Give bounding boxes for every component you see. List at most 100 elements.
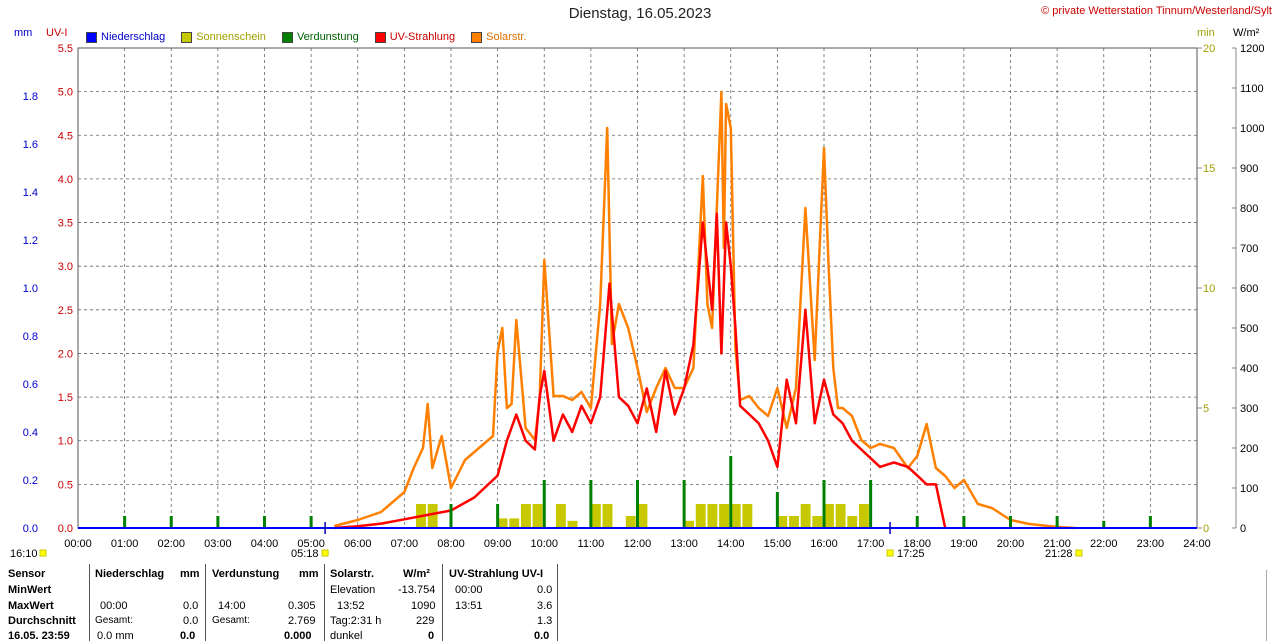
stats-solar-unit: W/m² xyxy=(403,568,430,580)
unit-wm2: W/m² xyxy=(1233,27,1260,39)
verdunstung-bar xyxy=(309,516,313,528)
x-tick-label: 22:00 xyxy=(1090,538,1118,550)
stats-solar-last: 0 xyxy=(428,630,435,642)
stats-divider xyxy=(324,564,325,641)
stats-niederschlag-sum: 0.0 xyxy=(180,630,196,642)
verdunstung-bar xyxy=(1102,520,1106,528)
sunshine-bar xyxy=(625,516,636,528)
legend-item-sonnenschein: Sonnenschein xyxy=(181,31,266,43)
x-tick-label: 21:00 xyxy=(1043,538,1071,550)
x-tick-label: 23:00 xyxy=(1137,538,1165,550)
verdunstung-bar xyxy=(1148,516,1152,528)
stats-uv-min-time: 00:00 xyxy=(455,584,483,596)
y-tick-label-min: 5 xyxy=(1203,403,1209,415)
sun-event-icon xyxy=(1075,549,1083,557)
y-tick-label-mm: 0.0 xyxy=(23,523,38,535)
sunrise-marker: 05:18 xyxy=(291,548,319,560)
stats-table: Sensor MinWert MaxWert Durchschnitt 16.0… xyxy=(0,562,560,642)
sunshine-bar xyxy=(497,518,508,528)
y-tick-label-wm2: 800 xyxy=(1240,203,1258,215)
sunshine-bar xyxy=(532,504,543,528)
y-tick-label-wm2: 400 xyxy=(1240,363,1258,375)
stats-uv-max: 3.6 xyxy=(537,600,553,612)
stats-verdunstung-sum: 0.000 xyxy=(284,630,312,642)
x-tick-label: 13:00 xyxy=(670,538,698,550)
legend-item-niederschlag: Niederschlag xyxy=(86,31,165,43)
start-event-icon xyxy=(39,549,47,557)
sunshine-bar xyxy=(789,516,799,528)
x-tick-label: 24:00 xyxy=(1183,538,1211,550)
stats-row-label: MinWert xyxy=(8,584,52,596)
verdunstung-bar xyxy=(589,480,593,528)
stats-verdunstung-unit: mm xyxy=(299,568,319,580)
sunshine-bar xyxy=(824,504,834,528)
y-tick-label-uvi: 2.5 xyxy=(58,305,73,317)
x-tick-label: 08:00 xyxy=(437,538,465,550)
verdunstung-bar xyxy=(123,516,127,528)
x-tick-label: 19:00 xyxy=(950,538,978,550)
sunshine-bar xyxy=(707,504,718,528)
chart-title: Dienstag, 16.05.2023 xyxy=(568,5,712,22)
stats-niederschlag-unit: mm xyxy=(180,568,200,580)
sun-event-icon xyxy=(886,549,894,557)
y-tick-label-uvi: 1.5 xyxy=(58,392,73,404)
y-tick-label-uvi: 1.0 xyxy=(58,436,73,448)
x-tick-label: 07:00 xyxy=(391,538,419,550)
stats-row-label: Durchschnitt xyxy=(8,615,76,627)
stats-uv-last: 0.0 xyxy=(534,630,550,642)
legend: Niederschlag Sonnenschein Verdunstung UV… xyxy=(86,31,543,43)
verdunstung-bar xyxy=(775,492,779,528)
sunshine-bar xyxy=(637,504,648,528)
verdunstung-bar xyxy=(542,480,546,528)
weather-chart: 00:00 01:00 02:00 03:00 04:00 05:00 06:00 07:00… xyxy=(23,43,1264,557)
dusk-marker: 21:28 xyxy=(1045,548,1073,560)
x-tick-label: 15:00 xyxy=(764,538,792,550)
y-tick-label-uvi: 2.0 xyxy=(58,348,73,360)
y-tick-label-wm2: 200 xyxy=(1240,443,1258,455)
x-tick-label: 05:00 xyxy=(297,538,325,550)
verdunstung-bar xyxy=(729,456,733,528)
y-tick-label-min: 10 xyxy=(1203,283,1215,295)
sunshine-bar xyxy=(719,504,730,528)
sunshine-bar xyxy=(695,504,706,528)
y-tick-label-wm2: 1100 xyxy=(1240,83,1264,95)
unit-uvi: UV-I xyxy=(46,27,68,39)
x-tick-label: 18:00 xyxy=(903,538,931,550)
verdunstung-bar xyxy=(449,504,453,528)
y-tick-label-mm: 0.4 xyxy=(23,427,38,439)
legend-label: Sonnenschein xyxy=(196,31,266,43)
window-edge xyxy=(1266,570,1280,641)
stats-uv-header: UV-Strahlung UV-I xyxy=(449,568,544,580)
legend-swatch xyxy=(374,31,386,43)
stats-verdunstung-max: 0.305 xyxy=(288,600,316,612)
stats-solar-header: Solarstr. xyxy=(330,568,375,580)
legend-swatch xyxy=(471,31,483,43)
verdunstung-bar xyxy=(636,480,639,528)
legend-swatch xyxy=(181,31,193,43)
legend-label: UV-Strahlung xyxy=(389,31,456,43)
verdunstung-bar xyxy=(496,504,500,528)
stats-solar-avg: 229 xyxy=(416,615,435,627)
x-tick-label: 10:00 xyxy=(530,538,558,550)
stats-row-label: 16.05. 23:59 xyxy=(8,630,70,642)
sunshine-bar xyxy=(742,504,753,528)
sunshine-bar xyxy=(684,520,695,528)
verdunstung-bar xyxy=(169,516,173,528)
stats-solar-max: 1090 xyxy=(411,600,436,612)
verdunstung-bar xyxy=(915,516,919,528)
y-tick-label-mm: 0.6 xyxy=(23,379,38,391)
stats-niederschlag-header: Niederschlag xyxy=(95,568,165,580)
stats-solar-min: -13.754 xyxy=(398,584,436,596)
x-tick-label: 12:00 xyxy=(624,538,652,550)
x-tick-label: 16:00 xyxy=(810,538,838,550)
y-tick-label-uvi: 3.0 xyxy=(58,261,73,273)
y-tick-label-mm: 0.2 xyxy=(23,475,38,487)
legend-label: Solarstr. xyxy=(486,31,527,43)
stats-uv-max-time: 13:51 xyxy=(455,600,483,612)
stats-niederschlag-max: 0.0 xyxy=(183,600,199,612)
x-tick-label: 17:00 xyxy=(857,538,885,550)
sunshine-bar xyxy=(555,504,566,528)
y-tick-label-wm2: 600 xyxy=(1240,283,1258,295)
stats-niederschlag-max-time: 00:00 xyxy=(100,600,128,612)
sunshine-bar xyxy=(520,504,531,528)
